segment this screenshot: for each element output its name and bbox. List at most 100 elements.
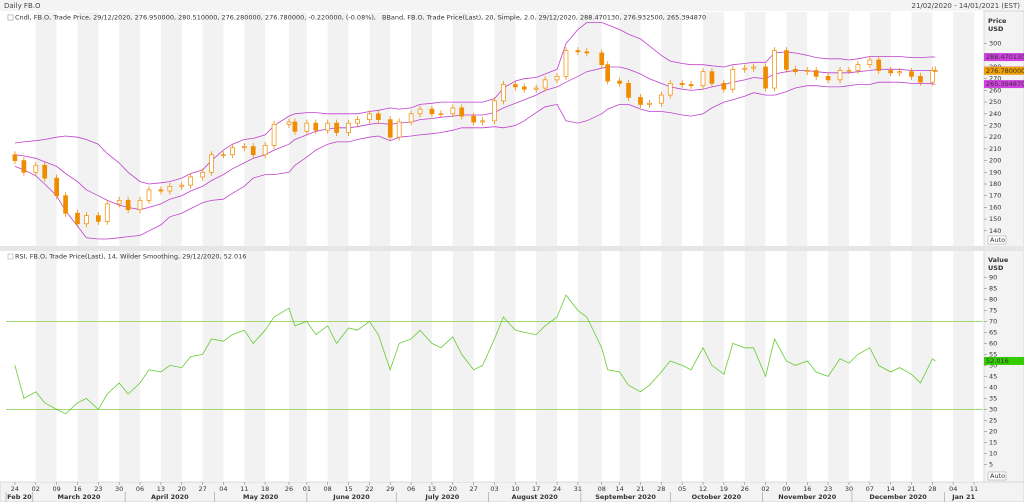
auto-button[interactable]	[987, 471, 1007, 481]
x-tick-label: 26	[285, 485, 293, 493]
candle-body	[42, 164, 48, 179]
legend-toggle[interactable]	[7, 253, 14, 260]
candle-body	[158, 189, 164, 192]
candle-body	[33, 164, 39, 173]
auto-button-label[interactable]: Auto	[990, 472, 1005, 480]
candle-body	[813, 70, 819, 77]
candle-body	[804, 70, 810, 73]
candle-body	[21, 160, 27, 173]
candle-body	[387, 119, 393, 138]
y-tick-label: 25	[989, 416, 997, 424]
x-tick-label: 17	[532, 485, 540, 493]
auto-button[interactable]	[987, 235, 1007, 245]
candle-body	[221, 154, 226, 156]
candle-body	[599, 52, 605, 66]
y-tick-label: 70	[989, 317, 997, 325]
bollinger-band	[14, 81, 936, 240]
x-tick-label: 03	[490, 485, 498, 493]
candle-body	[471, 115, 476, 123]
candle-body	[855, 64, 861, 71]
x-tick-label: 18	[261, 485, 269, 493]
y-tick-label: 140	[989, 227, 1001, 235]
legend-toggle[interactable]	[7, 14, 14, 21]
y-tick-label: 75	[989, 306, 997, 314]
y-tick-label: 40	[989, 383, 997, 391]
month-label: May 2020	[243, 493, 279, 501]
x-tick-label: 13	[157, 485, 165, 493]
candle-body	[313, 122, 319, 131]
candle-body	[679, 83, 685, 85]
y-tick-label: 35	[989, 394, 997, 402]
candle-body	[125, 200, 131, 211]
legend-entry[interactable]: Cndl, FB.O, Trade Price, 29/12/2020, 276…	[15, 14, 376, 22]
y-axis-label: Value	[988, 256, 1009, 264]
candle-body	[501, 84, 506, 102]
x-tick-label: 27	[470, 485, 478, 493]
x-tick-label: 16	[73, 485, 81, 493]
x-tick-label: 23	[94, 485, 102, 493]
y-tick-label: 5	[989, 460, 993, 468]
candle-body	[84, 215, 89, 225]
chart-title: Daily FB.O	[4, 2, 41, 10]
y-tick-label: 80	[989, 295, 997, 303]
week-shade	[577, 251, 602, 482]
y-tick-label: 230	[989, 121, 1001, 129]
legend-entry[interactable]: RSI, FB.O, Trade Price(Last), 14, Wilder…	[15, 253, 246, 261]
candle-body	[721, 83, 727, 90]
month-label: November 2020	[778, 493, 836, 501]
y-tick-label: 200	[989, 157, 1001, 165]
week-shade	[703, 12, 724, 246]
week-shade	[452, 251, 474, 482]
x-tick-label: 09	[782, 485, 790, 493]
month-label: December 2020	[869, 493, 927, 501]
panel-separator	[0, 246, 1024, 251]
candle-body	[792, 68, 798, 73]
candle-body	[897, 71, 902, 74]
week-shade	[327, 251, 349, 482]
candle-body	[304, 122, 310, 132]
y-tick-label: 210	[989, 145, 1001, 153]
title-bar	[0, 0, 1024, 11]
x-tick-label: 05	[678, 485, 686, 493]
candle-body	[647, 102, 652, 105]
auto-button-label[interactable]: Auto	[990, 236, 1005, 244]
week-shade	[288, 251, 307, 482]
y-tick-label: 300	[989, 40, 1001, 48]
candle-body	[75, 212, 80, 225]
candle-body	[250, 146, 256, 156]
x-tick-label: 24	[553, 485, 561, 493]
month-label: August 2020	[512, 493, 559, 501]
candle-body	[241, 146, 247, 149]
y-tick-label: 220	[989, 133, 1001, 141]
candle-body	[137, 200, 143, 211]
x-tick-label: 30	[845, 485, 853, 493]
candle-body	[563, 50, 569, 77]
y-axis-label: Price	[988, 17, 1007, 25]
rsi-line	[14, 294, 936, 415]
x-tick-label: 27	[198, 485, 206, 493]
x-tick-label: 16	[803, 485, 811, 493]
week-shade	[411, 251, 432, 482]
x-tick-label: 07	[866, 485, 874, 493]
y-tick-label: 15	[989, 438, 997, 446]
legend-entry[interactable]: BBand, FB.O, Trade Price(Last), 20, Simp…	[382, 14, 706, 22]
x-tick-label: 02	[761, 485, 769, 493]
x-tick-label: 04	[949, 485, 957, 493]
week-shade	[953, 251, 975, 482]
candle-body	[346, 122, 351, 133]
candle-body	[763, 66, 768, 89]
week-shade	[369, 12, 391, 246]
candle-body	[286, 121, 292, 125]
week-shade	[160, 12, 182, 246]
week-shade	[411, 12, 432, 246]
y-tick-label: 60	[989, 339, 997, 347]
last-value-box	[984, 66, 1024, 75]
date-range: 21/02/2020 - 14/01/2021 (EST)	[912, 2, 1021, 10]
week-shade	[77, 251, 99, 482]
week-shade	[536, 12, 558, 246]
candle-body	[325, 122, 331, 131]
candle-body	[200, 171, 205, 178]
candle-body	[533, 87, 539, 90]
candle-body	[396, 121, 402, 138]
